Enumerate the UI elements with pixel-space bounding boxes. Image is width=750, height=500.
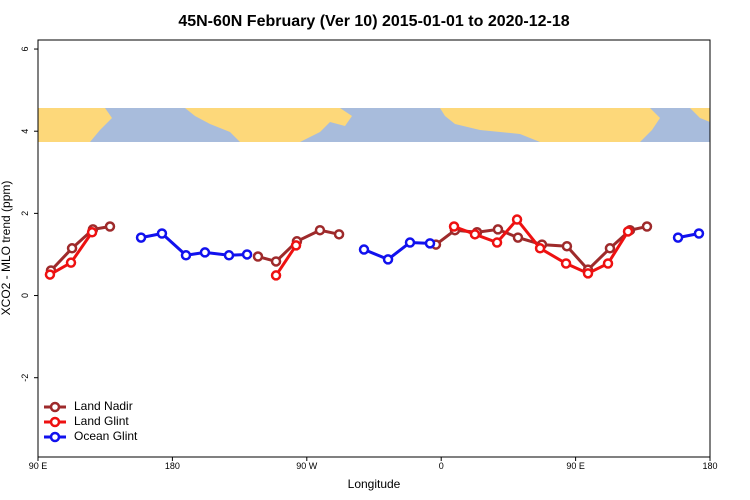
legend-label: Land Glint bbox=[74, 414, 129, 428]
chart-title: 45N-60N February (Ver 10) 2015-01-01 to … bbox=[178, 13, 569, 30]
data-point bbox=[104, 221, 116, 232]
data-point bbox=[241, 249, 253, 260]
x-tick-label: 180 bbox=[165, 461, 180, 471]
data-point bbox=[199, 247, 211, 258]
series-line bbox=[49, 225, 111, 272]
data-point bbox=[270, 256, 282, 267]
data-point bbox=[512, 232, 524, 243]
x-tick-label: 90 E bbox=[566, 461, 585, 471]
y-axis-label: XCO2 - MLO trend (ppm) bbox=[0, 181, 13, 316]
data-point bbox=[672, 232, 684, 243]
data-point bbox=[469, 229, 481, 240]
data-point bbox=[448, 221, 460, 232]
data-point bbox=[604, 243, 616, 254]
data-point bbox=[358, 244, 370, 255]
x-tick-label: 0 bbox=[439, 461, 444, 471]
data-point bbox=[314, 224, 326, 236]
data-point bbox=[491, 237, 503, 248]
data-point bbox=[333, 229, 345, 240]
legend-label: Land Nadir bbox=[74, 399, 133, 413]
plot-frame bbox=[37, 39, 711, 458]
data-point bbox=[560, 258, 572, 269]
x-tick-label: 90 E bbox=[29, 461, 48, 471]
data-point bbox=[156, 228, 168, 239]
legend-label: Ocean Glint bbox=[74, 429, 138, 443]
data-point bbox=[534, 243, 546, 254]
data-point bbox=[641, 221, 653, 232]
series-line bbox=[274, 244, 298, 277]
data-point bbox=[223, 250, 235, 261]
data-point bbox=[561, 240, 573, 252]
data-point bbox=[693, 228, 705, 239]
data-point bbox=[492, 224, 504, 235]
series-line bbox=[363, 241, 431, 262]
data-point bbox=[270, 270, 282, 281]
x-tick-label: 90 W bbox=[296, 461, 318, 471]
data-point bbox=[424, 238, 436, 249]
data-point bbox=[622, 226, 634, 237]
data-point bbox=[602, 258, 614, 269]
y-tick-label: -2 bbox=[20, 374, 30, 382]
data-point bbox=[290, 240, 302, 251]
x-axis-label: Longitude bbox=[348, 477, 401, 491]
legend-marker bbox=[49, 401, 61, 413]
data-point bbox=[252, 251, 264, 262]
data-point bbox=[511, 214, 523, 225]
data-point bbox=[404, 237, 416, 248]
data-point bbox=[65, 257, 77, 268]
y-tick-label: 2 bbox=[20, 211, 30, 216]
data-point bbox=[66, 243, 78, 254]
legend-marker bbox=[49, 416, 61, 428]
data-point bbox=[44, 269, 56, 280]
y-tick-label: 0 bbox=[20, 293, 30, 298]
data-point bbox=[582, 268, 594, 279]
x-tick-label: 180 bbox=[702, 461, 717, 471]
map-strip bbox=[38, 108, 710, 142]
y-tick-label: 6 bbox=[20, 47, 30, 52]
data-point bbox=[382, 254, 394, 265]
data-point bbox=[86, 227, 98, 238]
data-point bbox=[135, 232, 147, 243]
legend-marker bbox=[49, 431, 61, 443]
y-tick-label: 4 bbox=[20, 129, 30, 134]
data-point bbox=[180, 250, 192, 261]
